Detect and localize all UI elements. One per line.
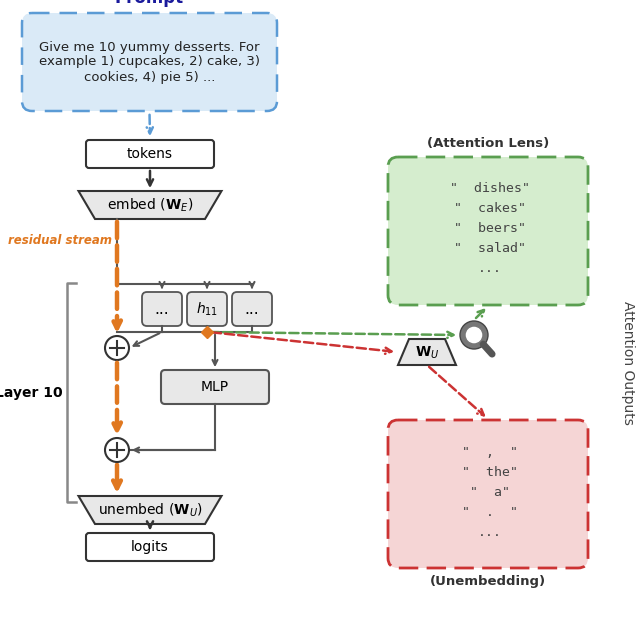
Text: embed ($\mathbf{W}_E$): embed ($\mathbf{W}_E$): [107, 196, 193, 214]
Text: Layer 10: Layer 10: [0, 386, 63, 399]
Circle shape: [105, 336, 129, 360]
Polygon shape: [398, 339, 456, 365]
Circle shape: [465, 326, 483, 344]
FancyBboxPatch shape: [232, 292, 272, 326]
Text: ...: ...: [244, 302, 259, 317]
Text: Attention Outputs: Attention Outputs: [621, 300, 635, 424]
FancyBboxPatch shape: [86, 140, 214, 168]
Text: residual stream: residual stream: [8, 234, 112, 248]
Text: $\mathbf{W}_U$: $\mathbf{W}_U$: [415, 345, 439, 361]
Text: Give me 10 yummy desserts. For
example 1) cupcakes, 2) cake, 3)
cookies, 4) pie : Give me 10 yummy desserts. For example 1…: [39, 41, 260, 83]
Text: Prompt: Prompt: [115, 0, 184, 7]
Circle shape: [105, 438, 129, 462]
FancyBboxPatch shape: [388, 157, 588, 305]
FancyBboxPatch shape: [187, 292, 227, 326]
FancyBboxPatch shape: [161, 370, 269, 404]
FancyBboxPatch shape: [388, 420, 588, 568]
FancyBboxPatch shape: [142, 292, 182, 326]
Text: unembed ($\mathbf{W}_U$): unembed ($\mathbf{W}_U$): [98, 502, 202, 519]
Text: ...: ...: [155, 302, 170, 317]
FancyBboxPatch shape: [86, 533, 214, 561]
Text: logits: logits: [131, 540, 169, 554]
Text: "  dishes"
"  cakes"
"  beers"
"  salad"
...: " dishes" " cakes" " beers" " salad" ...: [450, 182, 530, 275]
Text: (Attention Lens): (Attention Lens): [427, 137, 549, 150]
Text: $h_{11}$: $h_{11}$: [196, 300, 218, 318]
Text: (Unembedding): (Unembedding): [430, 575, 546, 588]
FancyBboxPatch shape: [22, 13, 277, 111]
Polygon shape: [79, 496, 221, 524]
Polygon shape: [79, 191, 221, 219]
Text: "  ,  "
"  the"
"  a"
"  .  "
...: " , " " the" " a" " . " ...: [462, 446, 518, 539]
Circle shape: [460, 321, 488, 349]
Text: MLP: MLP: [201, 380, 229, 394]
Text: tokens: tokens: [127, 147, 173, 161]
